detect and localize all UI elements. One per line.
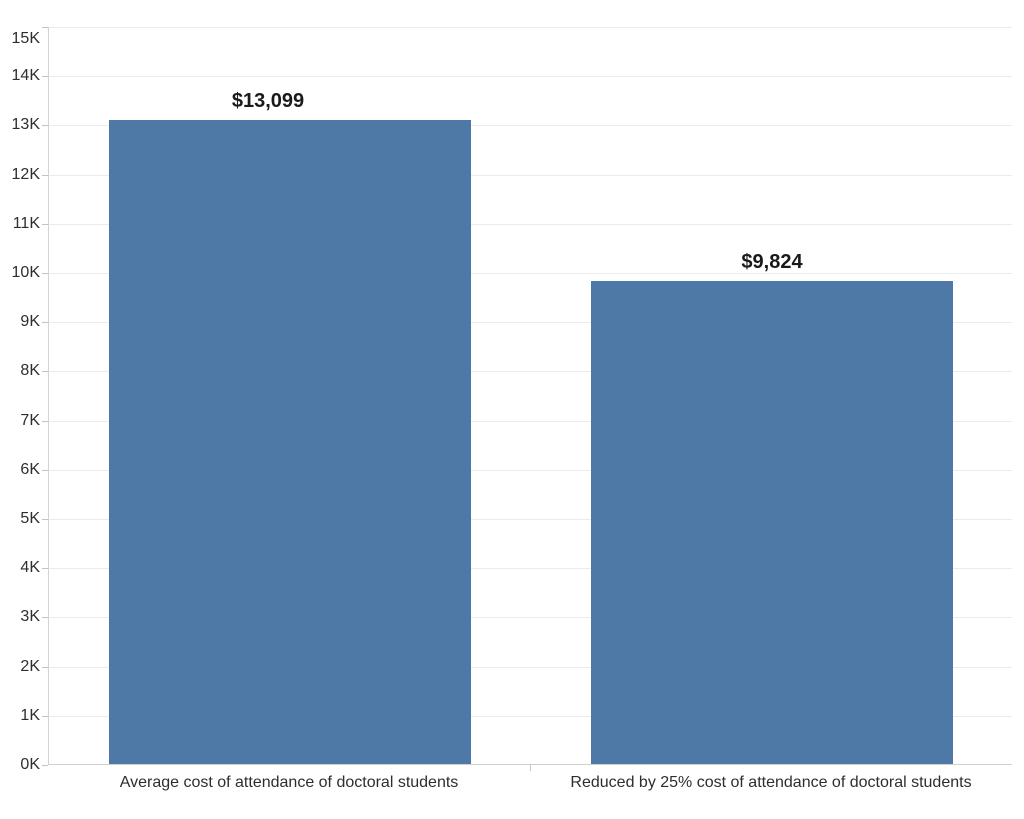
y-tick-label: 3K bbox=[20, 608, 40, 626]
bar-value-label: $9,824 bbox=[741, 250, 803, 273]
y-axis-tick bbox=[42, 273, 48, 274]
y-tick-label: 1K bbox=[20, 706, 40, 724]
bar-value-label: $13,099 bbox=[231, 89, 305, 112]
y-tick-label: 12K bbox=[11, 165, 40, 183]
y-tick-label: 4K bbox=[20, 559, 40, 577]
y-axis-tick bbox=[42, 715, 48, 717]
y-axis-tick bbox=[42, 125, 48, 127]
y-axis-tick bbox=[42, 568, 48, 570]
x-category-label: Average cost of attendance of doctoral s… bbox=[119, 774, 459, 791]
y-tick-label: 13K bbox=[11, 116, 40, 134]
gridline bbox=[49, 27, 1012, 28]
x-divider-tick bbox=[530, 765, 531, 771]
y-tick-label: 14K bbox=[11, 67, 40, 85]
y-tick-label: 10K bbox=[11, 264, 40, 281]
y-axis-tick bbox=[42, 765, 48, 766]
y-axis-tick bbox=[42, 76, 48, 78]
y-tick-label: 6K bbox=[20, 460, 40, 478]
gridline bbox=[49, 322, 1012, 324]
y-tick-label: 0K bbox=[20, 756, 40, 773]
y-tick-label: 2K bbox=[20, 657, 40, 675]
gridline bbox=[49, 223, 1012, 225]
gridline bbox=[49, 273, 1012, 274]
gridline bbox=[49, 568, 1012, 570]
gridline bbox=[49, 469, 1012, 471]
bar[interactable] bbox=[591, 280, 953, 764]
gridline bbox=[49, 617, 1012, 619]
y-axis-tick bbox=[42, 27, 48, 28]
y-axis-tick bbox=[42, 174, 48, 176]
gridline bbox=[49, 519, 1012, 520]
y-tick-label: 7K bbox=[20, 411, 40, 429]
gridline bbox=[49, 76, 1012, 78]
y-axis-tick bbox=[42, 666, 48, 668]
y-axis-tick bbox=[42, 617, 48, 619]
y-tick-label: 9K bbox=[20, 313, 40, 331]
y-axis-tick bbox=[42, 420, 48, 422]
y-tick-label: 15K bbox=[11, 30, 40, 47]
x-category-label: Reduced by 25% cost of attendance of doc… bbox=[570, 774, 972, 791]
plot-area bbox=[48, 27, 1012, 765]
y-tick-label: 11K bbox=[12, 214, 40, 232]
y-axis-tick bbox=[42, 371, 48, 373]
y-axis-tick bbox=[42, 469, 48, 471]
y-axis-tick bbox=[42, 223, 48, 225]
y-tick-label: 8K bbox=[20, 362, 40, 380]
gridline bbox=[49, 666, 1012, 668]
gridline bbox=[49, 125, 1012, 127]
y-axis-tick bbox=[42, 322, 48, 324]
gridline bbox=[49, 420, 1012, 422]
gridline bbox=[49, 174, 1012, 176]
bar[interactable] bbox=[109, 119, 471, 764]
gridline bbox=[49, 715, 1012, 717]
y-axis-tick bbox=[42, 519, 48, 520]
gridline bbox=[49, 371, 1012, 373]
y-tick-label: 5K bbox=[20, 510, 40, 527]
